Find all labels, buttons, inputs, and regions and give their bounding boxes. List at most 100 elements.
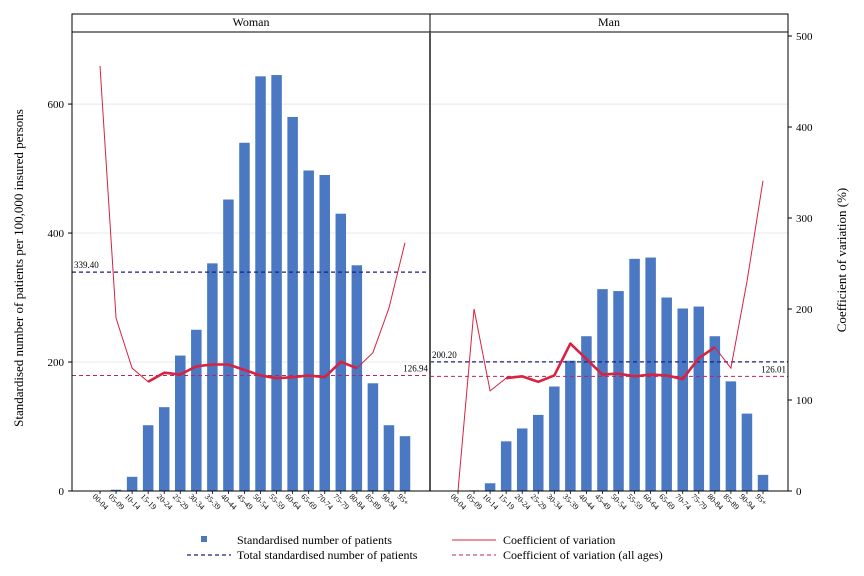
total-patients-label: 339.40 <box>74 260 99 270</box>
y-axis-title: Standardised number of patients per 100,… <box>11 109 26 427</box>
legend-bar-swatch <box>201 536 207 542</box>
legend-label-patients: Standardised number of patients <box>237 533 392 547</box>
x-tick-label: 15-19 <box>497 492 517 512</box>
panel-title: Man <box>598 15 620 29</box>
x-tick-label: 90-94 <box>380 492 400 512</box>
x-tick-label: 40-44 <box>577 492 597 512</box>
bar <box>239 142 250 491</box>
x-tick-label: 20-24 <box>513 492 533 512</box>
x-tick-label: 40-44 <box>219 492 239 512</box>
bar <box>191 329 202 491</box>
y2-tick-label: 0 <box>796 486 802 498</box>
x-tick-label: 30-34 <box>545 492 565 512</box>
panel-man: Man 200.20 126.01 00-0405-0910-1415-1920-24… <box>429 13 789 512</box>
x-tick-label: 70-74 <box>315 492 335 512</box>
bar <box>500 441 512 491</box>
legend: Standardised number of patients Coeffici… <box>187 533 663 562</box>
bar <box>549 386 560 491</box>
x-tick-label: 50-54 <box>251 492 271 512</box>
cv-all-ages-label: 126.01 <box>761 364 786 374</box>
cv-line-bold <box>506 342 716 384</box>
axes: 0 200 400 600 0 100 200 300 400 500 <box>48 14 813 498</box>
bar <box>223 199 234 492</box>
bar <box>533 414 544 491</box>
y2-tick-label: 100 <box>796 395 813 407</box>
legend-label-total: Total standardised number of patients <box>237 548 418 562</box>
bar <box>303 170 314 491</box>
x-tick-label: 50-54 <box>609 492 629 512</box>
legend-label-cv: Coefficient of variation <box>503 533 615 547</box>
bar <box>142 425 154 491</box>
panel-title: Woman <box>232 15 269 29</box>
x-tick-label: 20-24 <box>155 492 175 512</box>
y2-tick-label: 300 <box>796 213 813 225</box>
x-tick-label: 85-89 <box>363 492 383 512</box>
bar <box>383 425 395 491</box>
bar <box>335 213 347 492</box>
bar <box>110 489 122 491</box>
y-tick-label: 400 <box>48 228 65 240</box>
y2-tick-label: 200 <box>796 304 813 316</box>
bar <box>271 75 282 491</box>
bar <box>661 297 672 491</box>
x-tick-label: 65-69 <box>657 492 677 512</box>
x-tick-label: 60-64 <box>641 492 661 512</box>
y-tick-label: 200 <box>48 357 65 369</box>
y-tick-label: 0 <box>59 486 65 498</box>
bar <box>399 436 411 491</box>
x-tick-label: 15-19 <box>139 492 159 512</box>
x-tick-label: 80-84 <box>347 492 367 512</box>
bar <box>158 407 170 491</box>
cv-line-bold <box>147 360 358 383</box>
x-tick-label: 30-34 <box>187 492 207 512</box>
bar <box>693 306 705 491</box>
x-tick-label: 00-04 <box>449 492 469 512</box>
bar <box>287 116 298 491</box>
bar <box>741 413 753 491</box>
x-tick-label: 80-84 <box>705 492 725 512</box>
x-tick-label: 05-09 <box>465 492 485 512</box>
x-tick-label: 85-89 <box>721 492 741 512</box>
y2-tick-label: 500 <box>796 31 813 43</box>
bar <box>629 258 640 491</box>
x-tick-label: 60-64 <box>283 492 303 512</box>
bar <box>581 336 592 491</box>
x-tick-label: 70-74 <box>673 492 693 512</box>
legend-label-cv-all: Coefficient of variation (all ages) <box>503 548 663 562</box>
x-tick-label: 05-09 <box>107 492 127 512</box>
bar <box>367 383 379 491</box>
x-tick-label: 55-59 <box>267 492 287 512</box>
x-tick-label: 75-79 <box>331 492 351 512</box>
y-tick-label: 600 <box>48 99 65 111</box>
bar <box>725 381 737 491</box>
x-tick-label: 35-39 <box>561 492 581 512</box>
y2-axis-title: Coefficient of variation (%) <box>834 188 849 333</box>
bar <box>207 263 218 491</box>
bar <box>597 289 608 491</box>
x-tick-label: 35-39 <box>203 492 223 512</box>
bar <box>613 291 624 491</box>
bar <box>516 428 528 491</box>
bar <box>351 265 363 491</box>
bar <box>255 76 266 491</box>
x-tick-label: 10-14 <box>481 492 501 512</box>
panel-woman: Woman 339.40 126.94 00-0405-0910-1415-1920-… <box>71 13 431 512</box>
bar <box>565 360 576 491</box>
x-tick-label: 45-49 <box>235 492 255 512</box>
total-patients-label: 200.20 <box>432 350 457 360</box>
bar <box>175 355 186 491</box>
panels: Woman339.40126.9400-0405-0910-1415-1920-… <box>71 13 789 512</box>
bar <box>709 336 721 491</box>
bar <box>126 476 138 491</box>
y2-tick-label: 400 <box>796 122 813 134</box>
bar <box>677 308 688 491</box>
bar <box>757 474 769 491</box>
x-tick-label: 00-04 <box>91 492 111 512</box>
x-tick-label: 65-69 <box>299 492 319 512</box>
x-tick-label: 55-59 <box>625 492 645 512</box>
x-tick-label: 75-79 <box>689 492 709 512</box>
x-tick-label: 45-49 <box>593 492 613 512</box>
x-tick-label: 25-29 <box>529 492 549 512</box>
x-tick-label: 25-29 <box>171 492 191 512</box>
